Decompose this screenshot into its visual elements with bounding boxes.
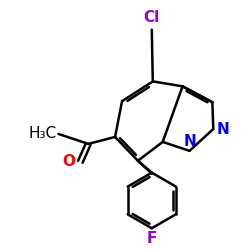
Text: Cl: Cl xyxy=(144,10,160,25)
Text: N: N xyxy=(183,134,196,149)
Text: H₃C: H₃C xyxy=(28,126,56,142)
Text: N: N xyxy=(216,122,229,136)
Text: F: F xyxy=(146,231,157,246)
Text: O: O xyxy=(62,154,76,169)
